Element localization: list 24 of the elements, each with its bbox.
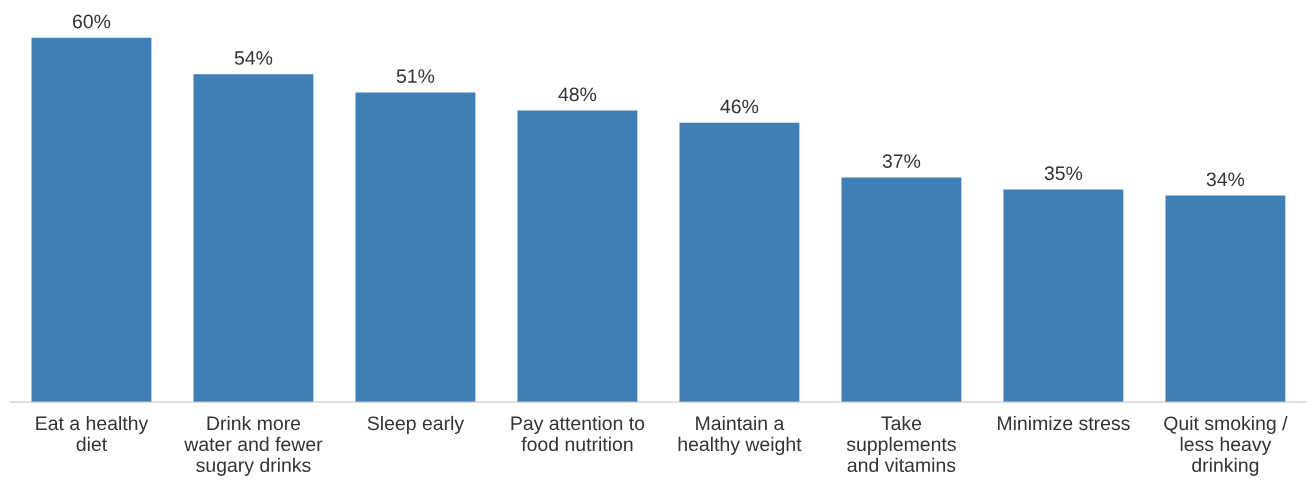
x-tick-label: Eat a healthy diet [36, 415, 149, 452]
bar [193, 74, 314, 402]
x-tick-label: Maintain a healthy weight [678, 415, 802, 455]
bar [355, 92, 476, 402]
x-tick-label: Pay attention to food nutrition [511, 415, 645, 452]
bar [1165, 195, 1286, 402]
data-label: 46% [720, 99, 759, 114]
data-label: 60% [73, 14, 111, 29]
x-tick-label: Take supplements and vitamins [846, 415, 956, 473]
x-tick-label: Sleep early [367, 415, 465, 435]
data-label: 54% [234, 51, 273, 65]
data-label: 48% [558, 87, 597, 102]
data-label: 37% [882, 154, 921, 168]
bar [1003, 189, 1124, 402]
x-tick-label: Drink more water and fewer sugary drinks [184, 415, 323, 476]
bar [517, 110, 638, 402]
bar [679, 122, 800, 402]
bar [31, 37, 152, 402]
x-tick-label: Quit smoking / less heavy drinking [1164, 415, 1288, 476]
bar [841, 177, 962, 402]
x-tick-label: Minimize stress [998, 415, 1130, 431]
data-label: 35% [1044, 166, 1083, 181]
data-label: 51% [396, 69, 435, 84]
data-label: 34% [1206, 172, 1245, 187]
